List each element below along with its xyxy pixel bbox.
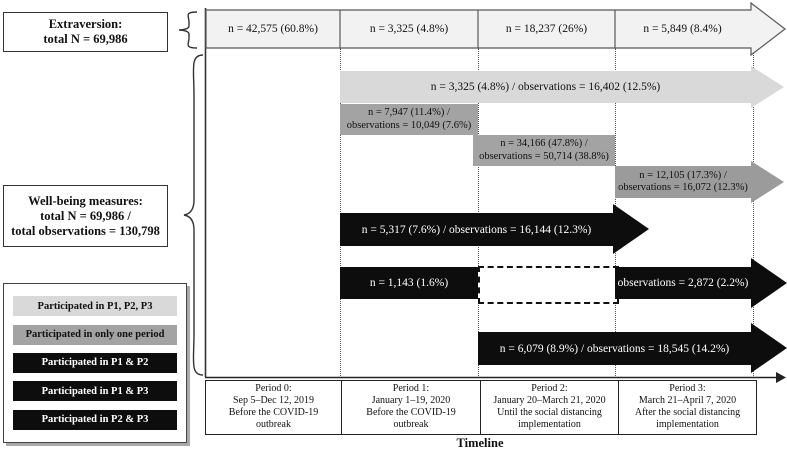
- period-cell-3: Period 3: March 21–April 7, 2020 After t…: [619, 381, 756, 434]
- legend-item-one-period: Participated in only one period: [13, 324, 177, 345]
- flow-bar-only-p2-line2: observations = 50,714 (38.8%): [479, 150, 609, 162]
- flow-gap-p1-p3: [478, 266, 619, 304]
- arrowhead-icon: [613, 204, 649, 254]
- wellbeing-brace: [183, 54, 204, 376]
- wellbeing-box-line1: Well-being measures:: [28, 193, 143, 208]
- wellbeing-box-line3: total observations = 130,798: [11, 223, 160, 238]
- period-3-desc1: After the social distancing: [634, 407, 741, 418]
- period-1-dates: January 1–19, 2020: [371, 395, 451, 406]
- extraversion-arrow-segment-p3: n = 5,849 (8.4%): [643, 23, 722, 35]
- flow-bar-p2-p3: n = 6,079 (8.9%) / observations = 18,545…: [478, 332, 751, 365]
- period-0-desc2: outbreak: [256, 419, 291, 430]
- period-3-dates: March 21–April 7, 2020: [638, 395, 737, 406]
- arrowhead-icon: [751, 161, 784, 203]
- period-2-title: Period 2:: [531, 383, 568, 394]
- period-0-title: Period 0:: [255, 383, 292, 394]
- arrowhead-icon: [751, 66, 784, 108]
- wellbeing-box-line2: total N = 69,986 /: [40, 208, 131, 223]
- flow-bar-only-p3: n = 12,105 (17.3%) / observations = 16,0…: [615, 166, 751, 198]
- flow-bar-only-p2-line1: n = 34,166 (47.8%) /: [500, 138, 588, 149]
- period-cell-2: Period 2: January 20–March 21, 2020 Unti…: [481, 381, 619, 434]
- period-1-desc1: Before the COVID-19: [366, 407, 456, 418]
- extraversion-box-line1: Extraversion:: [48, 17, 123, 31]
- legend: Participated in P1, P2, P3 Participated …: [3, 283, 187, 443]
- period-2-desc2: implementation: [518, 419, 581, 430]
- extraversion-arrow-segment-p0: n = 42,575 (60.8%): [228, 23, 318, 35]
- flow-bar-only-p1: n = 7,947 (11.4%) / observations = 10,04…: [340, 104, 478, 135]
- extraversion-brace: [178, 11, 198, 49]
- flow-bar-p1-p2: n = 5,317 (7.6%) / observations = 16,144…: [340, 213, 613, 246]
- period-1-desc2: outbreak: [393, 419, 429, 430]
- timeline-axis-label: Timeline: [456, 436, 504, 450]
- period-cell-1: Period 1: January 1–19, 2020 Before the …: [342, 381, 481, 434]
- extraversion-total-box: Extraversion: total N = 69,986: [3, 12, 168, 52]
- period-table: Period 0: Sep 5–Dec 12, 2019 Before the …: [205, 380, 757, 435]
- legend-item-p1-p3: Participated in P1 & P3: [13, 381, 177, 402]
- legend-item-p1-p2-p3: Participated in P1, P2, P3: [13, 296, 177, 317]
- period-0-dates: Sep 5–Dec 12, 2019: [232, 395, 315, 406]
- extraversion-arrow-segment-p1: n = 3,325 (4.8%): [369, 23, 449, 35]
- flow-bar-only-p1-line2: observations = 10,049 (7.6%): [346, 119, 472, 131]
- flow-bar-p1-p2-p3: n = 3,325 (4.8%) / observations = 16,402…: [340, 71, 751, 103]
- legend-item-p1-p2: Participated in P1 & P2: [13, 352, 177, 373]
- period-cell-0: Period 0: Sep 5–Dec 12, 2019 Before the …: [206, 381, 342, 434]
- flow-bar-only-p1-line1: n = 7,947 (11.4%) /: [368, 107, 450, 118]
- period-divider-dotted-line: [753, 48, 754, 378]
- wellbeing-total-box: Well-being measures: total N = 69,986 / …: [3, 185, 168, 247]
- extraversion-box-line2: total N = 69,986: [43, 32, 128, 46]
- period-2-dates: January 20–March 21, 2020: [493, 395, 606, 406]
- period-3-title: Period 3:: [669, 383, 706, 394]
- period-2-desc1: Until the social distancing: [497, 407, 602, 418]
- extraversion-arrow-segment-p2: n = 18,237 (26%): [505, 23, 588, 35]
- arrowhead-icon: [751, 258, 787, 308]
- arrowhead-icon: [751, 323, 787, 373]
- extraversion-arrow-shape: [205, 1, 786, 57]
- period-3-desc2: implementation: [656, 419, 719, 430]
- flow-bar-only-p3-line2: observations = 16,072 (12.3%): [618, 182, 748, 193]
- period-1-title: Period 1:: [392, 383, 430, 394]
- legend-item-p2-p3: Participated in P2 & P3: [13, 409, 177, 430]
- flow-bar-p1-p3-right: observations = 2,872 (2.2%): [615, 267, 751, 299]
- flow-bar-only-p2: n = 34,166 (47.8%) / observations = 50,7…: [473, 135, 615, 166]
- flow-bar-p1-p3-left: n = 1,143 (1.6%): [340, 267, 478, 299]
- timeline-axis-arrowhead-icon: [776, 372, 786, 383]
- period-0-desc1: Before the COVID-19: [228, 407, 319, 418]
- flow-bar-only-p3-line1: n = 12,105 (17.3%) /: [639, 169, 727, 181]
